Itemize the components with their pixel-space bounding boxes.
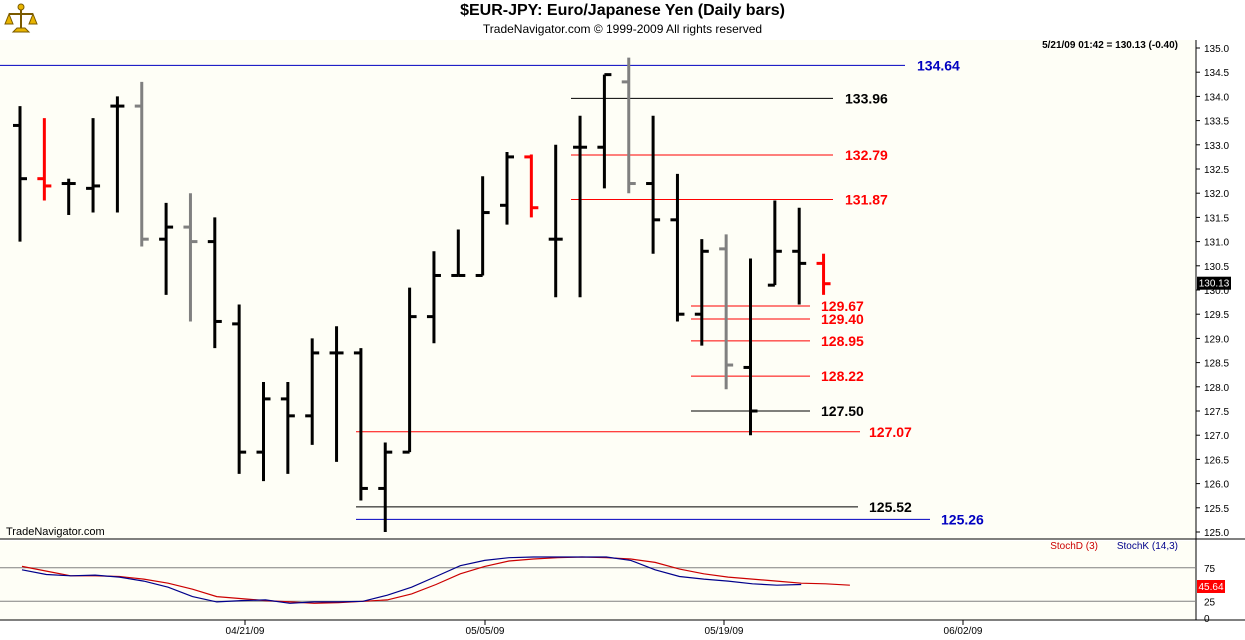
y-tick-label: 134.0 (1204, 92, 1229, 103)
level-label: 127.50 (821, 403, 864, 419)
stoch-panel-background (0, 541, 1196, 620)
stoch-last-badge: 45.64 (1197, 580, 1225, 593)
y-tick-label: 129.5 (1204, 310, 1229, 321)
ohlc-bar (329, 326, 344, 462)
y-tick-label: 129.0 (1204, 334, 1229, 345)
ohlc-bar (597, 73, 612, 189)
ohlc-bar (670, 173, 685, 322)
y-tick-label: 132.0 (1204, 189, 1229, 200)
ohlc-bar (353, 348, 368, 501)
y-tick-label: 125.5 (1204, 504, 1229, 515)
level-label: 133.96 (845, 90, 888, 106)
level-label: 129.67 (821, 298, 864, 314)
ohlc-bar (792, 207, 807, 305)
stoch-series-line (21, 556, 850, 604)
ohlc-bar (232, 304, 247, 474)
stoch-y-tick-label: 25 (1204, 597, 1216, 608)
y-tick-label: 131.0 (1204, 238, 1229, 249)
y-tick-label: 133.0 (1204, 141, 1229, 152)
ohlc-bar (475, 176, 490, 277)
level-label: 128.95 (821, 333, 864, 349)
ohlc-bar (767, 200, 782, 287)
ohlc-bar (183, 193, 198, 322)
y-tick-label: 126.5 (1204, 455, 1229, 466)
y-tick-label: 132.5 (1204, 165, 1229, 176)
y-tick-label: 133.5 (1204, 117, 1229, 128)
ohlc-bar (524, 154, 539, 218)
x-tick-label: 05/19/09 (705, 626, 744, 637)
y-tick-label: 127.0 (1204, 431, 1229, 442)
ohlc-bar (426, 251, 441, 344)
stochastic-panel: 75 25 0 (0, 556, 1216, 625)
x-tick-label: 05/05/09 (466, 626, 505, 637)
stoch-y-tick-label: 75 (1204, 564, 1216, 575)
level-label: 128.22 (821, 368, 864, 384)
svg-text:130.13: 130.13 (1199, 279, 1230, 290)
x-tick-label: 06/02/09 (944, 626, 983, 637)
y-tick-label: 128.5 (1204, 359, 1229, 370)
level-label: 127.07 (869, 424, 912, 440)
ohlc-bar (451, 229, 466, 277)
price-panel-background (0, 40, 1196, 539)
ohlc-bar (402, 287, 417, 454)
ohlc-bar (256, 381, 271, 482)
trade-navigator-logo-icon (4, 2, 38, 41)
quote-status: 5/21/09 01:42 = 130.13 (-0.40) (1042, 40, 1178, 51)
ohlc-bar (134, 81, 149, 247)
ohlc-bar (378, 442, 393, 532)
level-label: 134.64 (917, 57, 960, 73)
ohlc-bar (86, 118, 101, 213)
ohlc-bar (621, 57, 636, 194)
level-label: 125.52 (869, 499, 912, 515)
y-tick-label: 126.0 (1204, 480, 1229, 491)
ohlc-bar (110, 96, 125, 213)
stoch-series-line (21, 556, 802, 604)
stochK-legend: StochK (14,3) (1117, 541, 1178, 552)
ohlc-bar (548, 144, 563, 298)
svg-text:45.64: 45.64 (1198, 582, 1223, 593)
ohlc-bar (61, 178, 76, 215)
x-axis: 04/21/09 05/05/09 05/19/09 06/02/09 (226, 620, 983, 637)
ohlc-bar (37, 118, 52, 201)
ohlc-bar (816, 253, 831, 295)
last-price-badge: 130.13 (1197, 276, 1231, 290)
ohlc-bar (694, 239, 709, 346)
ohlc-bar (207, 217, 222, 349)
ohlc-bar (573, 115, 588, 298)
y-tick-label: 135.0 (1204, 44, 1229, 55)
y-tick-label: 130.0 (1204, 286, 1229, 297)
y-tick-label: 128.0 (1204, 383, 1229, 394)
y-tick-label: 127.5 (1204, 407, 1229, 418)
y-tick-label: 130.5 (1204, 262, 1229, 273)
stochD-legend: StochD (3) (1050, 541, 1098, 552)
ohlc-bar (743, 258, 758, 436)
price-y-axis: 135.0 134.5 134.0 133.5 133.0 132.5 132.0 131.5… (1196, 44, 1229, 539)
level-label: 132.79 (845, 147, 888, 163)
stoch-y-tick-label: 0 (1204, 614, 1210, 625)
level-label: 125.26 (941, 511, 984, 527)
y-tick-label: 125.0 (1204, 528, 1229, 539)
watermark: TradeNavigator.com (6, 526, 105, 538)
ohlc-bar (719, 234, 734, 390)
level-label: 129.40 (821, 311, 864, 327)
chart-area[interactable]: 5/21/09 01:42 = 130.13 (-0.40) TradeNavi… (0, 40, 1245, 640)
ohlc-bar (305, 338, 320, 445)
level-label: 131.87 (845, 191, 888, 207)
chart-title: $EUR-JPY: Euro/Japanese Yen (Daily bars) (460, 2, 785, 19)
copyright-text: TradeNavigator.com © 1999-2009 All right… (482, 22, 763, 36)
ohlc-bar (159, 202, 174, 295)
ohlc-bar (500, 152, 514, 225)
y-tick-label: 131.5 (1204, 213, 1229, 224)
ohlc-bars (13, 57, 831, 532)
x-tick-label: 04/21/09 (226, 626, 265, 637)
ohlc-bar (280, 381, 295, 474)
y-tick-label: 134.5 (1204, 68, 1229, 79)
ohlc-bar (13, 106, 27, 242)
ohlc-bar (646, 115, 661, 254)
chart-header: $EUR-JPY: Euro/Japanese Yen (Daily bars)… (0, 0, 1245, 40)
